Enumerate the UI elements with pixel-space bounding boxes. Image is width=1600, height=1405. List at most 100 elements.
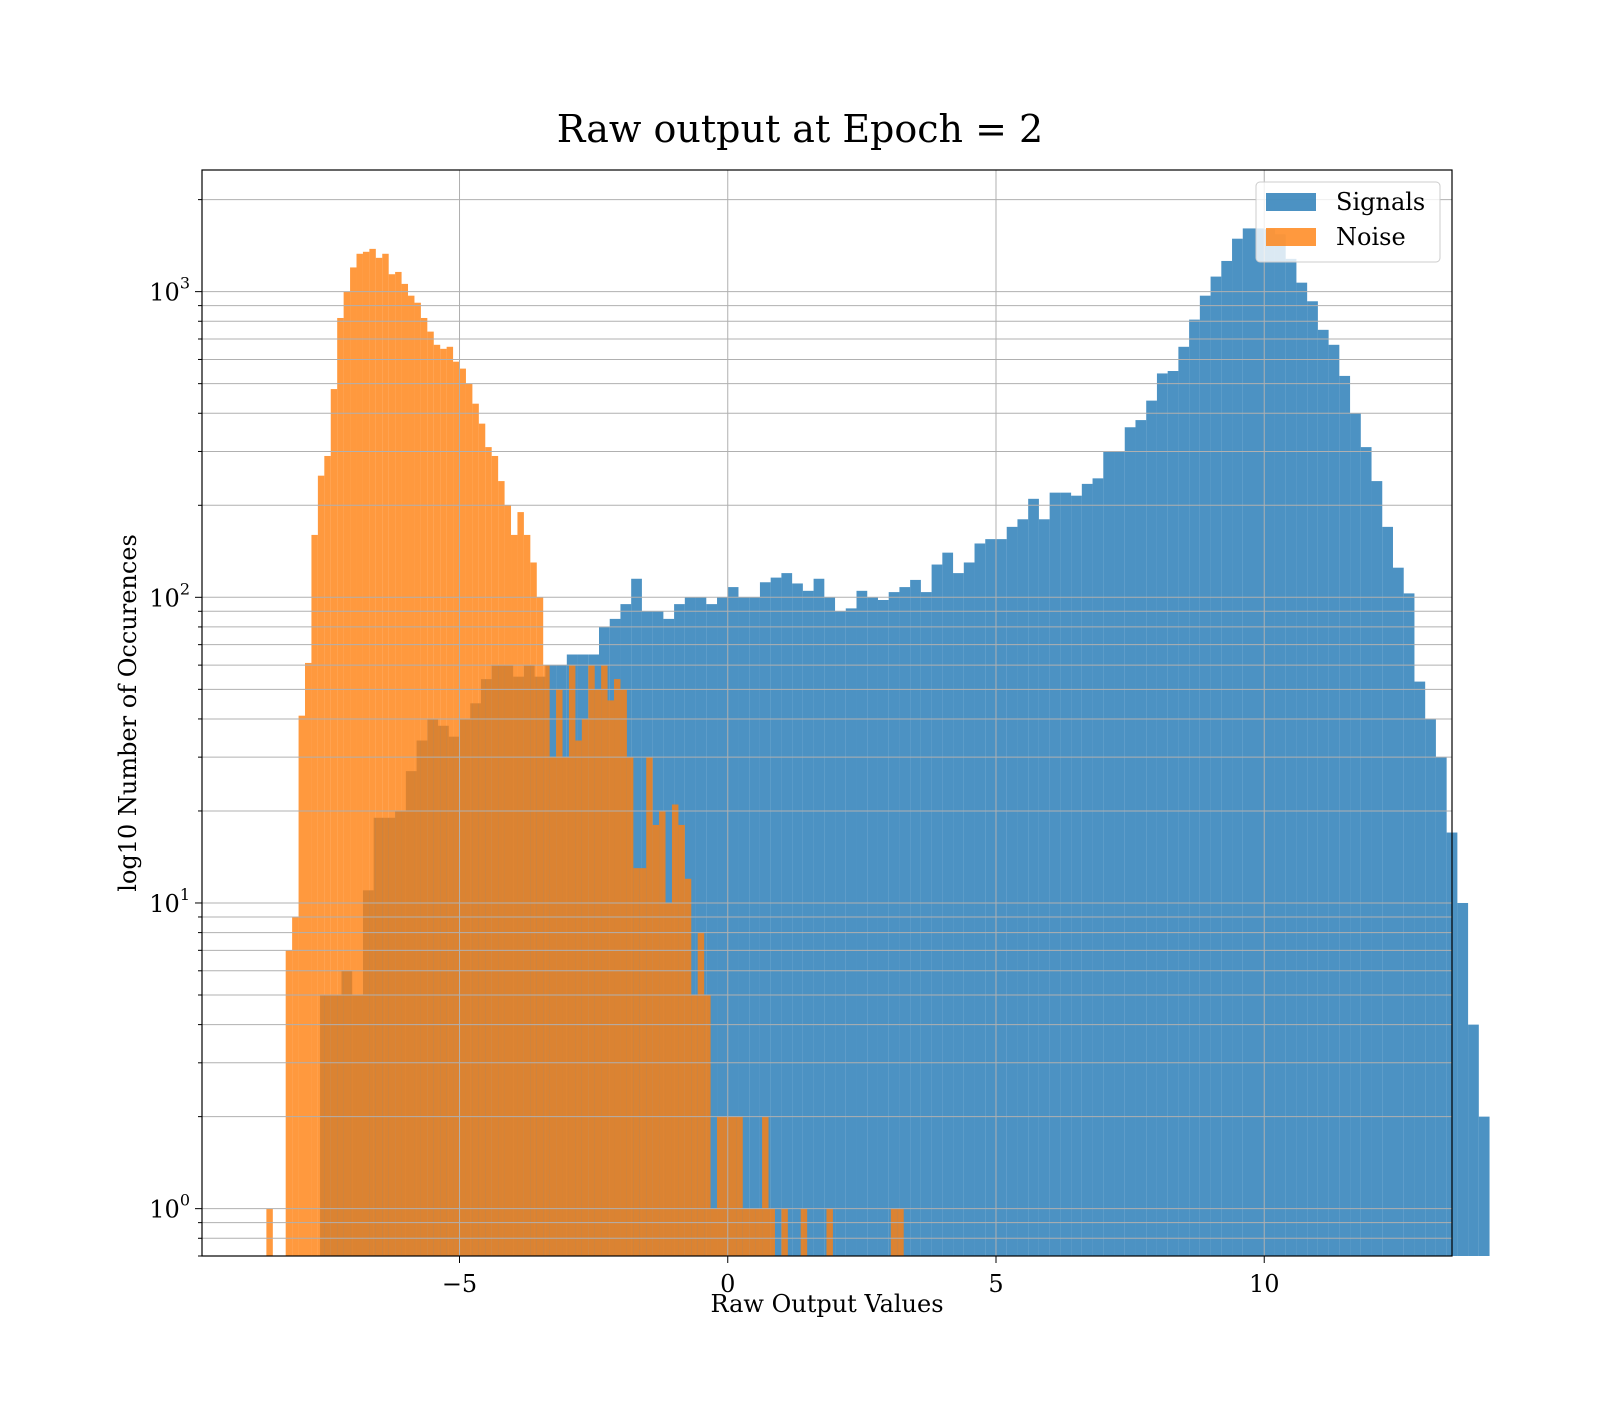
bar-signals [931,564,943,1256]
bar-signals [1199,295,1211,1256]
bar-noise [395,271,402,1256]
y-axis-label: log10 Number of Occurences [114,534,142,892]
bar-noise [671,804,679,1256]
bar-signals [1274,234,1286,1256]
bar-signals [1307,301,1318,1256]
bar-signals [995,539,1007,1256]
bar-signals [1392,567,1404,1256]
bar-noise [614,679,621,1256]
bar-noise [620,689,627,1256]
bar-noise [498,481,505,1257]
bar-signals [1317,329,1329,1257]
bar-noise [350,267,357,1256]
bar-signals [888,592,900,1256]
bar-signals [1114,451,1125,1257]
bar-noise [549,757,557,1256]
ticks-layer: −5 0 5 10 100 101 102 103 [149,199,1280,1298]
bar-noise [581,718,589,1256]
bar-noise [697,932,705,1256]
bar-noise [736,1116,743,1256]
bar-signals [1478,1116,1490,1256]
bar-signals [1242,228,1254,1256]
bar-signals [899,587,911,1256]
bar-noise [755,1208,763,1256]
bar-noise [749,1208,756,1256]
bar-signals [1167,371,1179,1256]
bar-signals [1210,276,1222,1257]
bar-signals [1382,526,1393,1256]
bar-noise [575,740,582,1256]
bar-noise [723,1116,730,1256]
bar-signals [1221,260,1233,1257]
bar-signals [867,597,878,1256]
bar-signals [1457,902,1469,1256]
bar-noise [388,274,396,1256]
bar-signals [717,597,728,1256]
bar-signals [1135,420,1147,1257]
legend-label-signals: Signals [1336,188,1425,216]
bar-signals [1060,492,1072,1256]
bar-noise [742,1208,750,1256]
bar-signals [1092,478,1104,1257]
bar-noise [472,403,479,1256]
x-tick-label: 5 [988,1270,1003,1298]
bar-noise [465,383,473,1256]
bar-noise [659,810,666,1256]
bar-signals [974,543,986,1256]
bar-signals [1371,481,1383,1257]
bar-signals [1414,681,1426,1256]
bar-noise [568,665,576,1256]
bar-signals [953,573,964,1256]
bar-noise [427,331,434,1256]
legend-swatch-noise [1266,228,1316,246]
bar-noise [440,348,447,1257]
bar-noise [684,878,692,1256]
bar-noise [607,700,615,1256]
bar-noise [729,1116,737,1256]
bar-noise [536,597,544,1256]
bar-noise [594,689,602,1256]
x-tick-label: 0 [720,1270,735,1298]
legend-swatch-signals [1266,193,1316,211]
bar-signals [1006,526,1018,1256]
bar-noise [562,757,569,1256]
bar-signals [920,592,932,1256]
x-tick-label: 10 [1249,1270,1280,1298]
bar-signals [792,583,803,1256]
bar-noise [646,757,653,1256]
bars-layer [266,228,1490,1257]
bar-signals [1468,1024,1479,1256]
legend: Signals Noise [1255,181,1441,263]
bar-noise [601,665,608,1256]
bar-signals [1328,344,1340,1256]
bar-signals [877,599,889,1256]
bar-noise [710,1208,718,1256]
bar-signals [727,587,739,1256]
bar-noise [704,995,711,1256]
bar-noise [330,389,338,1256]
bar-noise [781,1208,788,1256]
bar-noise [639,868,647,1256]
bar-signals [942,552,954,1256]
bar-noise [890,1208,898,1256]
bar-signals [738,597,750,1256]
bar-noise [626,757,634,1256]
bar-noise [523,534,531,1256]
bar-signals [1124,427,1136,1256]
bar-noise [356,253,363,1256]
bar-noise [420,317,428,1257]
bar-noise [478,423,486,1256]
bar-signals [1425,718,1436,1256]
bar-signals [1146,400,1157,1256]
y-tick-label: 103 [149,274,190,307]
bar-noise [298,715,306,1256]
bar-noise [292,916,299,1256]
bar-noise [556,689,563,1256]
bar-noise [543,665,550,1256]
bar-noise [504,505,512,1256]
bar-signals [706,604,718,1256]
bar-noise [768,1208,775,1256]
bar-signals [1339,375,1351,1256]
bar-noise [485,447,492,1256]
